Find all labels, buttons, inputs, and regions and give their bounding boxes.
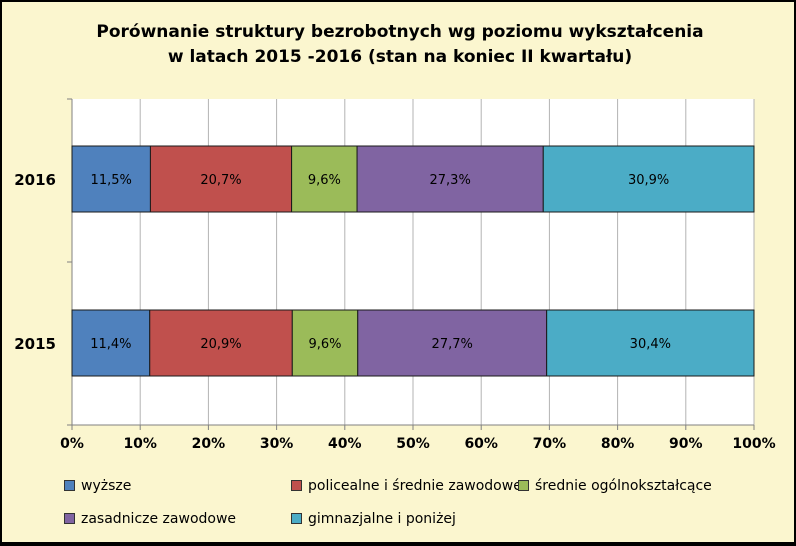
data-label: 9,6% (308, 173, 341, 188)
legend-label: gimnazjalne i poniżej (308, 511, 456, 527)
bar-segment (149, 145, 293, 213)
category-label: 2016 (14, 171, 56, 189)
legend-swatch (64, 479, 75, 491)
x-tick-label: 30% (260, 436, 294, 452)
data-label: 27,7% (432, 337, 473, 352)
bar-segment (356, 145, 544, 213)
legend-swatch (291, 512, 302, 524)
chart-title-line-1: Porównanie struktury bezrobotnych wg poz… (96, 22, 704, 42)
bar-segment (291, 309, 359, 377)
data-label: 9,6% (309, 337, 342, 352)
chart-title-line-2: w latach 2015 -2016 (stan na koniec II k… (167, 47, 633, 67)
bar-segment (291, 145, 358, 213)
bar-segment (357, 309, 548, 377)
legend-item: wyższe (64, 477, 131, 495)
legend-label: zasadnicze zawodowe (81, 511, 237, 527)
data-label: 11,4% (90, 337, 131, 352)
data-label: 30,4% (630, 337, 671, 352)
chart-title: Porównanie struktury bezrobotnych wg poz… (2, 20, 796, 70)
x-tick-label: 70% (533, 436, 567, 452)
legend-label: wyższe (81, 478, 132, 494)
legend-item: średnie ogólnokształcące (518, 477, 712, 495)
bar-segment (149, 309, 293, 377)
x-tick-label: 40% (328, 436, 362, 452)
x-tick-label: 50% (396, 436, 430, 452)
category-label: 2015 (14, 335, 56, 353)
bar-segment (546, 309, 755, 377)
legend-label: średnie ogólnokształcące (535, 478, 712, 494)
data-label: 30,9% (628, 173, 669, 188)
x-tick-label: 20% (192, 436, 226, 452)
data-label: 20,7% (200, 173, 241, 188)
x-tick-label: 80% (601, 436, 635, 452)
bar-segment (71, 309, 151, 377)
legend-swatch (291, 479, 302, 491)
legend-label: policealne i średnie zawodowe (308, 478, 522, 494)
legend-item: policealne i średnie zawodowe (291, 477, 522, 495)
legend-item: gimnazjalne i poniżej (291, 510, 456, 528)
data-label: 27,3% (430, 173, 471, 188)
legend-swatch (518, 479, 529, 491)
x-tick-label: 90% (669, 436, 703, 452)
x-tick-label: 100% (732, 436, 775, 452)
data-label: 20,9% (200, 337, 241, 352)
bar-segment (542, 145, 755, 213)
bar-segment (71, 145, 151, 213)
x-tick-label: 0% (60, 436, 84, 452)
legend-item: zasadnicze zawodowe (64, 510, 236, 528)
x-tick-label: 60% (464, 436, 498, 452)
legend-swatch (64, 512, 75, 524)
x-tick-label: 10% (123, 436, 157, 452)
data-label: 11,5% (91, 173, 132, 188)
